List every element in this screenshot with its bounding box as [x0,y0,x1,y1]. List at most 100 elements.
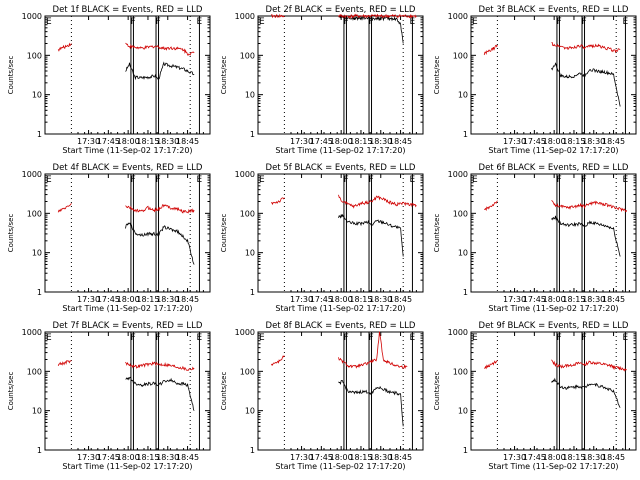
x-axis-label: Start Time (11-Sep-02 17:17:20) [275,304,405,313]
lld-series-line [270,355,285,366]
event-marker-label: E [622,175,628,185]
x-tick-label: 18:45 [602,137,625,146]
y-tick-label: 100 [240,51,255,60]
detector-panel: Det 4f BLACK = Events, RED = LLD Counts/s… [7,163,211,313]
event-marker-label: E [472,17,478,27]
event-marker-label: E [259,333,265,343]
panel-title: Det 2f BLACK = Events, RED = LLD [266,5,416,15]
x-tick-label: 18:15 [562,295,585,304]
event-marker-label: F [582,333,587,343]
y-tick-label: 10 [245,91,255,100]
x-tick-label: 18:15 [349,137,372,146]
x-tick-label: 17:45 [97,295,120,304]
lld-series-line [338,13,417,19]
x-tick-label: 18:15 [136,137,159,146]
detector-panel: Det 3f BLACK = Events, RED = LLD Counts/s… [433,5,637,155]
plot-frame [470,331,637,451]
panel-title: Det 8f BLACK = Events, RED = LLD [266,321,416,331]
x-tick-label: 18:00 [330,137,353,146]
event-marker-label: E [259,17,265,27]
x-tick-label: 17:30 [503,453,526,462]
x-axis-label: Start Time (11-Sep-02 17:17:20) [488,462,618,471]
x-axis-label: Start Time (11-Sep-02 17:17:20) [275,462,405,471]
y-tick-label: 10 [245,249,255,258]
event-marker-label: E [622,333,628,343]
x-tick-label: 18:15 [136,453,159,462]
detector-panel: Det 7f BLACK = Events, RED = LLD Counts/s… [7,321,211,471]
lld-series-line [57,42,72,52]
x-tick-label: 18:00 [330,453,353,462]
lld-series-line [484,200,498,212]
plot-frame [44,15,211,135]
events-series-line [125,376,195,411]
event-marker-label: F [369,17,374,27]
lld-series-line [270,197,285,206]
event-marker-label: F [130,333,135,343]
x-tick-label: 17:45 [523,453,546,462]
x-tick-label: 17:45 [310,137,333,146]
panel-title: Det 4f BLACK = Events, RED = LLD [53,163,203,173]
events-series-line [338,213,404,257]
y-axis-label: Counts/sec [433,214,441,253]
y-axis-label: Counts/sec [433,372,441,411]
x-tick-label: 18:00 [543,295,566,304]
y-tick-label: 1 [463,446,468,455]
y-tick-label: 1 [37,288,42,297]
y-axis-label: Counts/sec [220,372,228,411]
lld-series-line [125,361,195,372]
events-series-line [551,215,621,257]
lld-series-line [271,13,285,19]
detector-panel: Det 1f BLACK = Events, RED = LLD Counts/s… [7,5,211,155]
event-marker-label: F [556,333,561,343]
y-tick-label: 100 [453,367,468,376]
plot-frame [257,331,424,451]
event-marker-label: F [369,333,374,343]
detector-panel: Det 9f BLACK = Events, RED = LLD Counts/s… [433,321,637,471]
x-tick-label: 17:30 [290,295,313,304]
x-tick-label: 18:45 [389,453,412,462]
y-tick-label: 10 [32,249,42,258]
x-tick-label: 17:45 [310,453,333,462]
lld-series-line [551,41,621,54]
y-axis-label: Counts/sec [220,56,228,95]
x-tick-label: 18:30 [582,295,605,304]
y-tick-label: 1 [463,288,468,297]
x-tick-label: 18:45 [602,295,625,304]
event-marker-label: F [343,333,348,343]
y-axis-label: Counts/sec [220,214,228,253]
y-tick-label: 1000 [22,170,42,179]
event-marker-label: F [343,17,348,27]
x-axis-label: Start Time (11-Sep-02 17:17:20) [275,146,405,155]
lld-series-line [57,203,72,213]
detector-panel: Det 5f BLACK = Events, RED = LLD Counts/s… [220,163,424,313]
event-marker-label: E [409,17,415,27]
x-tick-label: 18:45 [389,295,412,304]
x-tick-label: 18:00 [543,453,566,462]
event-marker-label: F [156,175,161,185]
lld-series-line [57,359,72,367]
panel-title: Det 5f BLACK = Events, RED = LLD [266,163,416,173]
x-tick-label: 18:45 [176,295,199,304]
lld-series-line [551,200,628,213]
y-tick-label: 1000 [448,328,468,337]
y-tick-label: 10 [458,91,468,100]
y-tick-label: 10 [32,407,42,416]
events-series-line [125,61,195,81]
panel-title: Det 3f BLACK = Events, RED = LLD [479,5,629,15]
event-marker-label: E [46,17,52,27]
x-tick-label: 17:45 [523,295,546,304]
y-tick-label: 1000 [235,12,255,21]
events-series-line [551,62,621,107]
event-marker-label: F [556,175,561,185]
x-tick-label: 17:30 [77,453,100,462]
detector-panel: Det 2f BLACK = Events, RED = LLD Counts/s… [220,5,424,155]
lld-series-line [551,359,627,372]
x-tick-label: 17:30 [503,137,526,146]
y-tick-label: 100 [27,51,42,60]
event-marker-label: E [409,175,415,185]
y-tick-label: 100 [453,51,468,60]
x-tick-label: 18:15 [136,295,159,304]
event-marker-label: F [556,17,561,27]
lld-series-line [125,204,195,214]
